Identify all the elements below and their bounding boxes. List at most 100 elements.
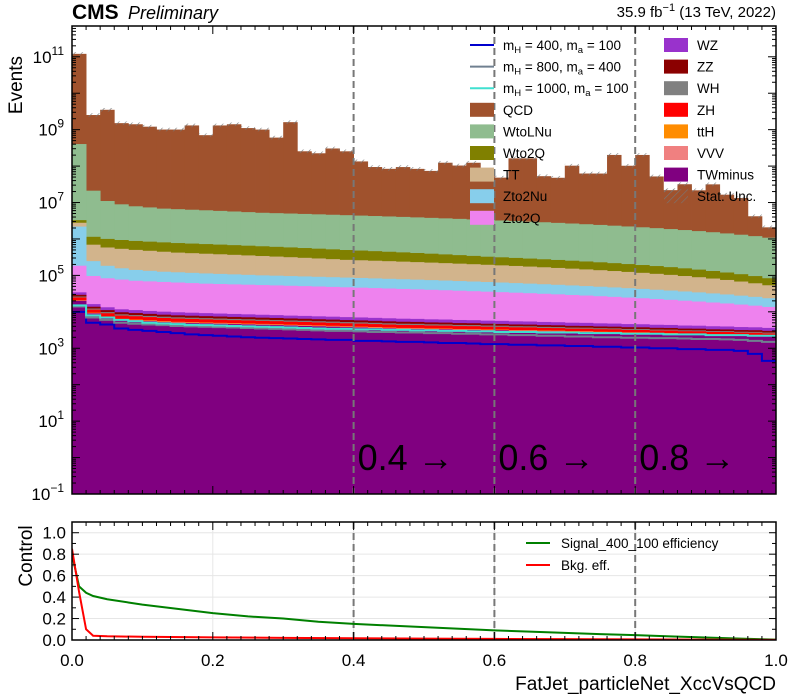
stat-unc-bin [325,146,340,151]
legend-zh: ZH [664,102,715,118]
bar-twminus [353,327,369,494]
bar-twminus [255,324,270,494]
legend-swatch [470,102,494,117]
stat-unc-bin [592,171,608,176]
signal-line-0 [72,310,776,362]
bar-twminus [536,331,552,494]
x-tick-label: 0.2 [201,651,225,670]
lumi-value: 35.9 fb [617,4,663,21]
stat-unc-bin [170,127,185,132]
ratio-region-lines [352,522,637,640]
stat-unc-bin [212,123,227,128]
bar-twminus [747,335,763,494]
bar-twminus [381,328,397,494]
legend-label: Signal_400_100 efficiency [561,536,719,551]
legend-swatch [470,124,494,139]
legend-zto2nu: Zto2Nu [470,189,547,204]
ratio-legend-entry: Signal_400_100 efficiency [526,536,719,551]
ratio-y-axis-title: Control [16,525,37,586]
stat-unc-bin [283,120,298,124]
bar-twminus [564,331,580,494]
stat-unc-bin [677,182,692,187]
legend-label: ttH [697,124,714,139]
stat-unc-bin [353,159,368,164]
legend-label: TT [503,168,520,183]
ratio-panel: 0.0 0.2 0.4 0.6 0.8 1.0 0.0 0.2 0.4 0.6 0.8 1.0 Co… [16,521,788,695]
bar-twminus [339,327,354,494]
legend-label: TWminus [697,168,754,183]
legend-swatch [470,167,494,182]
legend-wh: WH [664,81,720,96]
legend-swatch [664,146,688,160]
stat-unc-bin [747,214,762,219]
signal-lines [72,304,776,362]
bar-twminus [212,323,228,494]
legend-label: Stat. Unc. [697,189,756,204]
stat-unc-bin [297,149,312,154]
stat-unc-bin [198,133,213,137]
bar-twminus [409,328,425,494]
legend-tth: ttH [664,124,714,139]
bar-twminus [367,328,383,494]
y-tick-label: 0.4 [42,588,66,607]
x-tick-label: 0.0 [60,651,84,670]
legend-wz: WZ [664,38,718,53]
main-y-axis: 10−1 101 103 105 107 109 1011 [31,25,776,504]
legend-label: ZH [697,103,715,118]
bar-twminus [550,331,566,494]
stat-unc-bin [156,127,171,132]
y-tick-label: 0.2 [42,610,66,629]
legend-swatch [470,189,494,204]
bar-twminus [663,333,678,494]
legend-stat-unc: Stat. Unc. [664,189,756,204]
bar-twminus [677,334,692,494]
stat-unc-bin [395,165,410,169]
bar-twminus [128,320,143,494]
main-legend: mH = 400, ma = 100 mH = 800, ma = 400 mH =… [470,38,756,226]
legend-label: Zto2Q [503,211,541,226]
legend-swatch [470,146,494,160]
ratio-y-axis: 0.0 0.2 0.4 0.6 0.8 1.0 [42,524,776,650]
stat-unc-bin [508,156,523,161]
bar-twminus [438,329,453,494]
efficiency-lines [72,548,776,640]
legend-zz: ZZ [664,59,714,75]
bar-twminus [226,324,242,494]
stat-unc-bin [649,174,664,179]
bar-twminus [114,319,129,494]
bar-twminus [170,322,186,494]
stat-unc-bin [635,153,650,157]
stack-twminus [72,300,776,494]
region-label-text: 0.4 → [358,437,454,478]
stat-unc-bin [100,107,115,112]
bar-twminus [452,329,467,494]
stat-unc-bin [621,163,636,168]
y-tick-label: 0.8 [42,545,66,564]
bar-twminus [311,326,326,494]
stat-unc-bin [142,124,157,129]
legend-label: ZZ [697,60,714,75]
stat-unc-bin [522,156,537,161]
stat-unc-bin [578,171,593,176]
bar-twminus [156,322,171,494]
signal-line-2 [72,304,776,337]
lumi-energy: (13 TeV, 2022) [675,4,776,21]
stat-unc-bin [761,225,776,230]
stat-unc-bin [452,163,467,168]
y-tick-label: 105 [38,262,64,285]
signal-line-1 [72,305,776,343]
legend-swatch [664,124,688,139]
y-tick-label: 0.0 [42,631,66,650]
bar-twminus [325,326,340,494]
y-tick-label: 1.0 [42,524,66,543]
bar-twminus [240,324,256,494]
stat-unc-bin [550,175,565,180]
bar-twminus [142,321,157,494]
legend-label: mH = 400, ma = 100 [503,38,621,56]
y-tick-label: 0.6 [42,567,66,586]
stat-unc-bin [367,165,382,169]
x-tick-label: 0.6 [483,651,507,670]
x-tick-label: 0.4 [342,651,366,670]
background-stack [72,53,776,494]
bar-twminus [719,335,735,494]
